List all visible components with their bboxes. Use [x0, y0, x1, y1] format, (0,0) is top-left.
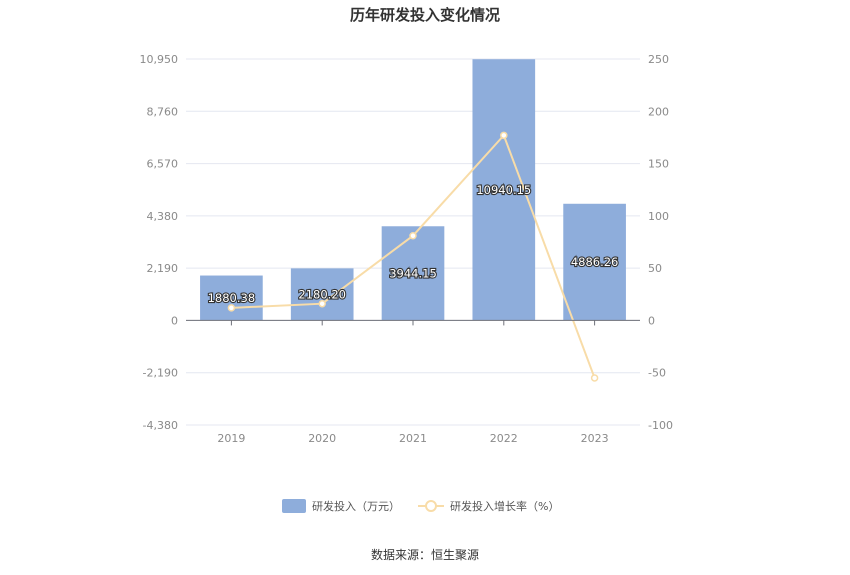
bar — [290, 268, 354, 321]
legend-swatch-marker — [425, 500, 437, 512]
right-tick-label: -50 — [648, 367, 666, 380]
right-tick-label: 100 — [648, 210, 669, 223]
left-axis: 10,950 8,760 6,570 4,380 2,190 0 -2,190 -4,380 — [140, 53, 179, 432]
bar-value-label: 3944.15 — [389, 266, 437, 280]
bar-series — [200, 59, 626, 321]
left-tick-label: 8,760 — [147, 105, 179, 118]
left-tick-label: -2,190 — [143, 367, 178, 380]
right-tick-label: 0 — [648, 314, 655, 327]
x-tick-label: 2023 — [581, 432, 609, 445]
x-axis: 2019 2020 2021 2022 2023 — [186, 319, 640, 445]
left-tick-label: 2,190 — [147, 262, 179, 275]
x-tick-label: 2019 — [217, 432, 245, 445]
right-axis: 250 200 150 100 50 0 -50 -100 — [648, 53, 673, 432]
legend-label-bar: 研发投入（万元） — [312, 499, 400, 513]
x-tick-label: 2021 — [399, 432, 427, 445]
data-labels: 1880.38 2180.20 3944.15 10940.15 4886.26 — [207, 182, 620, 306]
bar — [563, 203, 626, 321]
legend-swatch-bar — [282, 499, 306, 513]
line-point — [227, 304, 236, 312]
left-tick-label: 0 — [171, 314, 178, 327]
line-series — [227, 131, 599, 382]
line-point — [409, 231, 417, 240]
left-tick-label: -4,380 — [143, 419, 178, 432]
left-tick-label: 10,950 — [140, 53, 179, 66]
right-tick-label: -100 — [648, 419, 673, 432]
line-point — [318, 299, 326, 308]
legend[interactable]: 研发投入（万元） 研发投入增长率（%） — [282, 499, 559, 513]
left-tick-label: 6,570 — [147, 158, 179, 171]
right-tick-label: 250 — [648, 53, 669, 66]
bar-value-label: 1880.38 — [208, 291, 256, 305]
bar-value-label: 10940.15 — [476, 183, 531, 197]
right-tick-label: 50 — [648, 262, 662, 275]
legend-label-line: 研发投入增长率（%） — [450, 499, 559, 513]
bar — [381, 226, 445, 321]
right-tick-label: 150 — [648, 158, 669, 171]
bar — [200, 275, 263, 321]
x-tick-label: 2020 — [308, 432, 336, 445]
right-tick-label: 200 — [648, 105, 669, 118]
source-note: 数据来源：恒生聚源 — [371, 547, 479, 562]
left-tick-label: 4,380 — [147, 210, 179, 223]
bar-value-label: 4886.26 — [571, 255, 619, 269]
bar-value-label: 2180.20 — [298, 287, 346, 301]
x-tick-label: 2022 — [490, 432, 518, 445]
line-point — [500, 131, 508, 140]
chart-title: 历年研发投入变化情况 — [350, 6, 500, 24]
line-point — [590, 374, 599, 382]
